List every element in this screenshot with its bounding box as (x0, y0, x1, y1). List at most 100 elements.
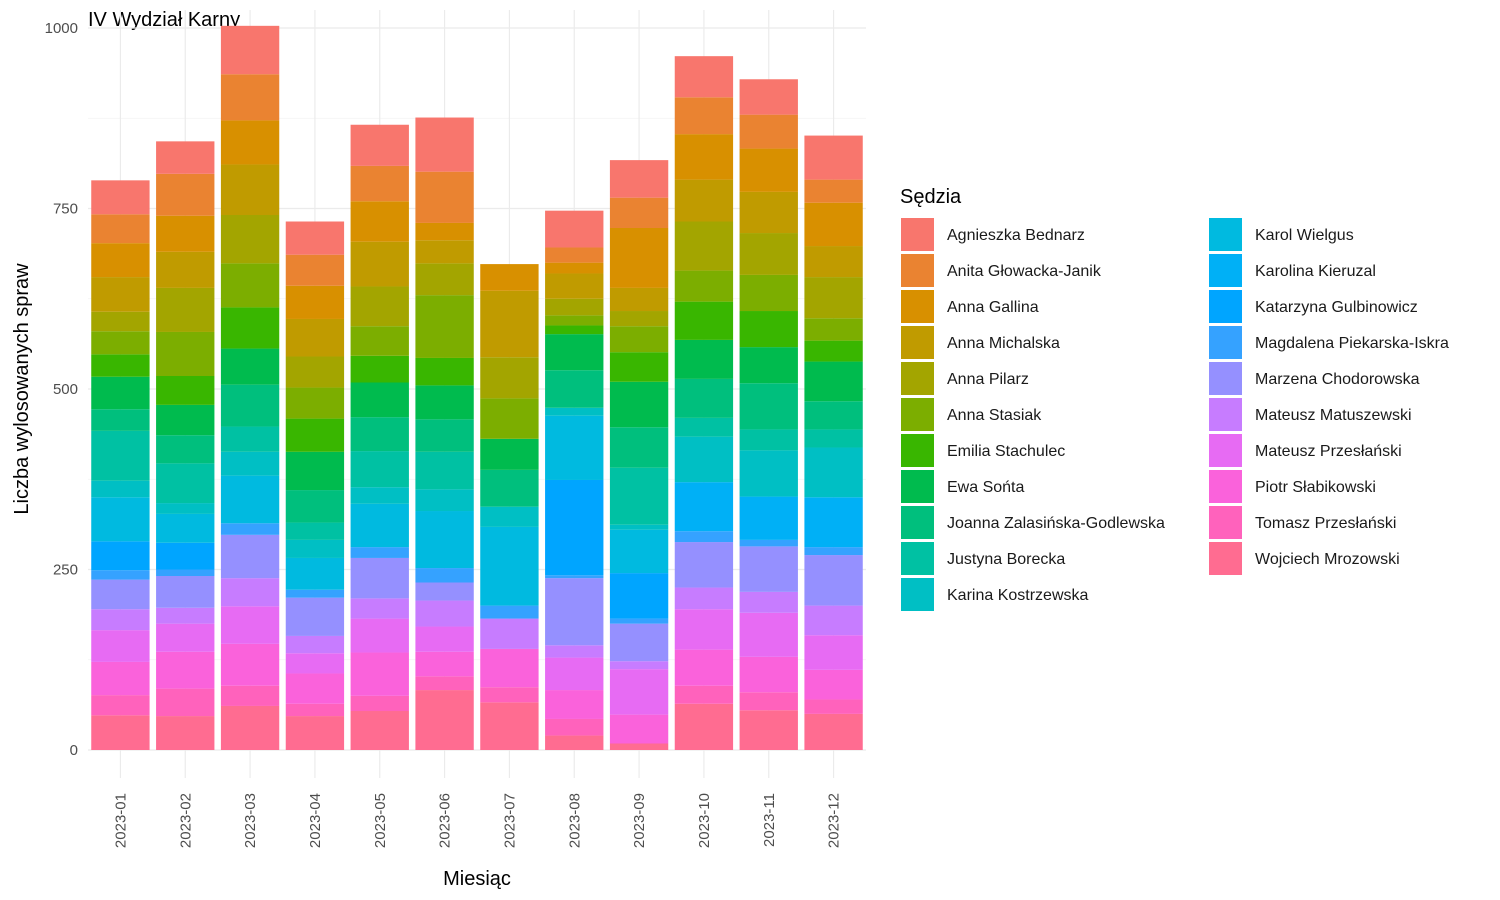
bar-segment (220, 643, 280, 686)
bar-segment (609, 381, 669, 428)
bar-segment (220, 348, 280, 385)
bar-segment (739, 710, 798, 750)
y-tick-labels: 0 250 500 750 1000 (45, 20, 78, 759)
bar-segment (156, 623, 215, 652)
bar-segment (480, 618, 539, 649)
bar-segment (285, 490, 345, 523)
legend-label: Ewa Sońta (947, 479, 1024, 496)
legend-label: Magdalena Piekarska-Iskra (1255, 335, 1449, 352)
bar-segment (350, 557, 409, 599)
bar-segment (545, 735, 604, 750)
x-axis-title: Miesiąc (443, 868, 511, 890)
bar-segment (91, 570, 150, 580)
x-tick-label: 2023-09 (631, 793, 648, 848)
x-tick-labels: 2023-01 2023-02 2023-03 2023-04 2023-05 2023-… (112, 793, 842, 848)
bar-segment (91, 311, 150, 332)
bar-segment (220, 475, 280, 524)
bar-segment (415, 582, 474, 601)
bar-segment (480, 526, 539, 606)
bar-segment (674, 339, 734, 379)
bar-segment (350, 652, 409, 696)
bar-segment (285, 589, 345, 598)
bar-segment (285, 703, 345, 717)
legend-key (901, 254, 934, 287)
bar-segment (804, 202, 863, 247)
bar-segment (609, 714, 669, 744)
bar-segment (156, 463, 215, 504)
bar-segment (91, 661, 150, 696)
bar-segment (220, 534, 280, 579)
bar-segment (415, 690, 474, 750)
bar-segment (545, 645, 604, 658)
bar-segment (609, 623, 669, 662)
bar-segment (804, 246, 863, 278)
bar-segment (285, 387, 345, 419)
bar-segment (609, 467, 669, 525)
bar-segment (415, 295, 474, 358)
bar-segment (545, 479, 604, 576)
bar-segment (739, 311, 798, 348)
bar-segment (350, 417, 409, 452)
bar-segment (674, 482, 734, 532)
bar-segment (285, 285, 345, 319)
bar-segment (674, 378, 734, 418)
bar-segment (804, 669, 863, 700)
bar-segment (739, 692, 798, 711)
bar-segment (739, 496, 798, 540)
bar-segment (480, 605, 539, 619)
bar-segment (220, 384, 280, 427)
bar-segment (91, 630, 150, 662)
bar-segment (804, 447, 863, 498)
bar-segment (156, 404, 215, 436)
bar-segment (480, 506, 539, 527)
bar-segment (545, 315, 604, 326)
bar-segment (350, 711, 409, 750)
bar-segment (804, 135, 863, 180)
bar-segment (739, 274, 798, 312)
bar-segment (156, 287, 215, 332)
bar-segment (415, 171, 474, 223)
bar-segment (739, 383, 798, 430)
bar-segment (415, 489, 474, 512)
bar-segment (350, 382, 409, 418)
bar-segment (674, 221, 734, 271)
bar-segment (674, 531, 734, 543)
bar-segment (220, 164, 280, 215)
bar-segment (350, 695, 409, 712)
bar-segment (739, 429, 798, 451)
bar-segment (285, 539, 345, 558)
bar-segment (480, 357, 539, 399)
bar-segment (739, 233, 798, 275)
bar-segment (156, 651, 215, 689)
bar-segment (220, 578, 280, 607)
bar-segment (91, 331, 150, 355)
x-tick-label: 2023-03 (242, 793, 259, 848)
bar-segment (609, 529, 669, 574)
bar-segment (285, 221, 345, 255)
bar-segment (91, 695, 150, 716)
bar-segment (739, 591, 798, 613)
bar-segment (350, 326, 409, 356)
bar-segment (415, 626, 474, 652)
bar-segment (220, 120, 280, 165)
bar-segment (91, 214, 150, 244)
bar-segment (415, 385, 474, 420)
bar-segment (609, 160, 669, 198)
y-tick-label: 0 (70, 742, 78, 759)
legend-label: Karolina Kieruzal (1255, 263, 1376, 280)
bar-segment (739, 148, 798, 192)
bar-segment (220, 214, 280, 264)
bar-segment (156, 542, 215, 570)
legend-key (1209, 434, 1242, 467)
bar-segment (609, 661, 669, 670)
legend-key (1209, 362, 1242, 395)
bar-segment (415, 651, 474, 677)
bar-segment (350, 124, 409, 166)
bar-segment (220, 426, 280, 452)
bar-segment (156, 503, 215, 514)
legend-label: Anna Stasiak (947, 407, 1042, 424)
legend-key (901, 578, 934, 611)
bar-segment (804, 318, 863, 341)
bar-segment (91, 430, 150, 481)
bar-segment (609, 352, 669, 382)
